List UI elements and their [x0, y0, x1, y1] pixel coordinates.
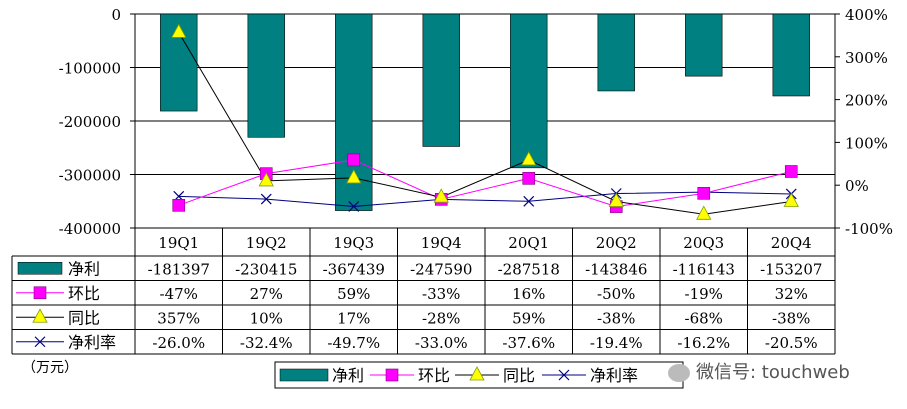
legend-swatch-marker-净利率 [558, 369, 570, 381]
right-tick-label: 300% [845, 49, 888, 67]
cell-同比-19Q3: 17% [337, 309, 370, 327]
point-同比-19Q2 [258, 172, 274, 187]
cell-净利-19Q1: -181397 [148, 260, 210, 278]
category-label: 20Q2 [596, 234, 637, 252]
legend-label-同比: 同比 [503, 366, 535, 385]
point-净利率-19Q2 [260, 193, 272, 205]
left-tick-label: 0 [111, 6, 121, 24]
cell-净利-19Q3: -367439 [323, 260, 385, 278]
left-tick-label: -200000 [59, 113, 121, 131]
cell-同比-19Q2: 10% [250, 309, 283, 327]
right-tick-label: 100% [845, 134, 888, 152]
right-tick-label: 200% [845, 92, 888, 110]
series-line-净利率 [178, 191, 792, 207]
point-同比-20Q2 [608, 192, 624, 207]
bar-20Q3 [685, 13, 723, 77]
point-同比-20Q1 [521, 151, 537, 166]
wechat-icon [668, 364, 690, 382]
cell-环比-20Q2: -50% [597, 285, 635, 303]
cell-同比-20Q4: -38% [772, 309, 810, 327]
left-tick-label: -100000 [59, 60, 121, 78]
row-header-同比: 同比 [68, 308, 100, 327]
cell-同比-19Q4: -28% [422, 309, 460, 327]
category-label: 19Q4 [421, 234, 462, 252]
cell-净利率-19Q2: -32.4% [240, 334, 293, 352]
cell-净利率-19Q3: -49.7% [327, 334, 380, 352]
cell-同比-20Q3: -68% [685, 309, 723, 327]
cell-净利率-19Q4: -33.0% [415, 334, 468, 352]
legend-swatch-marker-环比 [385, 368, 399, 382]
cell-环比-19Q3: 59% [337, 285, 370, 303]
cell-环比-19Q4: -33% [422, 285, 460, 303]
point-环比-20Q1 [522, 172, 536, 185]
bar-20Q2 [597, 13, 635, 92]
cell-环比-20Q1: 16% [512, 285, 545, 303]
bar-20Q4 [772, 13, 810, 97]
point-环比-19Q3 [347, 153, 361, 167]
right-tick-label: 0% [845, 177, 869, 195]
cell-同比-20Q2: -38% [597, 309, 635, 327]
legend-label-环比: 环比 [418, 366, 450, 385]
cell-净利率-20Q2: -19.4% [590, 334, 643, 352]
cell-净利-19Q2: -230415 [235, 260, 297, 278]
point-环比-19Q1 [172, 199, 186, 212]
legend-marker-环比 [33, 286, 47, 300]
category-label: 20Q1 [508, 234, 549, 252]
cell-净利-20Q3: -116143 [673, 260, 735, 278]
point-净利率-20Q1 [523, 195, 535, 207]
cell-环比-20Q3: -19% [685, 285, 723, 303]
cell-净利率-19Q1: -26.0% [152, 334, 205, 352]
cell-净利-20Q4: -153207 [760, 260, 822, 278]
bar-20Q1 [510, 13, 548, 169]
row-header-环比: 环比 [68, 284, 100, 303]
watermark-text: 微信号: touchweb [696, 362, 850, 383]
legend-marker-同比 [32, 308, 48, 323]
series-line-环比 [178, 159, 792, 208]
point-环比-20Q3 [697, 187, 711, 200]
point-同比-20Q4 [783, 192, 799, 207]
left-tick-label: -400000 [59, 220, 121, 238]
point-净利率-19Q3 [348, 201, 360, 212]
category-label: 19Q3 [333, 234, 374, 252]
legend-label-净利: 净利 [332, 366, 364, 385]
category-label: 20Q4 [771, 234, 812, 252]
cell-环比-19Q2: 27% [250, 285, 283, 303]
row-header-净利: 净利 [68, 259, 100, 278]
cell-净利率-20Q4: -20.5% [765, 334, 818, 352]
left-tick-label: -300000 [59, 167, 121, 185]
series-line-同比 [178, 32, 792, 215]
right-tick-label: 400% [845, 6, 888, 24]
cell-同比-19Q1: 357% [157, 309, 200, 327]
right-tick-label: -100% [845, 220, 893, 238]
legend-swatch-marker-同比 [469, 366, 485, 381]
cell-净利率-20Q3: -16.2% [677, 334, 730, 352]
bar-19Q2 [247, 13, 285, 138]
row-header-净利率: 净利率 [68, 333, 116, 352]
cell-同比-20Q1: 59% [512, 309, 545, 327]
legend-swatch-净利 [279, 368, 329, 382]
point-环比-20Q4 [784, 165, 798, 178]
point-同比-19Q1 [171, 23, 187, 38]
cell-环比-19Q1: -47% [160, 285, 198, 303]
category-label: 19Q2 [246, 234, 287, 252]
category-label: 20Q3 [683, 234, 724, 252]
watermark: 微信号: touchweb [668, 358, 850, 384]
cell-净利-20Q1: -287518 [498, 260, 560, 278]
cell-净利-19Q4: -247590 [410, 260, 472, 278]
point-同比-20Q3 [696, 205, 712, 220]
legend-key-净利 [17, 262, 63, 275]
cell-净利率-20Q1: -37.6% [502, 334, 555, 352]
point-同比-19Q3 [346, 169, 362, 184]
cell-环比-20Q4: 32% [775, 285, 808, 303]
legend-label-净利率: 净利率 [590, 366, 638, 385]
legend-marker-净利率 [34, 336, 46, 348]
cell-净利-20Q2: -143846 [585, 260, 647, 278]
category-label: 19Q1 [158, 234, 199, 252]
point-同比-19Q4 [433, 188, 449, 203]
unit-label: （万元） [22, 360, 78, 376]
bar-19Q4 [422, 13, 460, 147]
